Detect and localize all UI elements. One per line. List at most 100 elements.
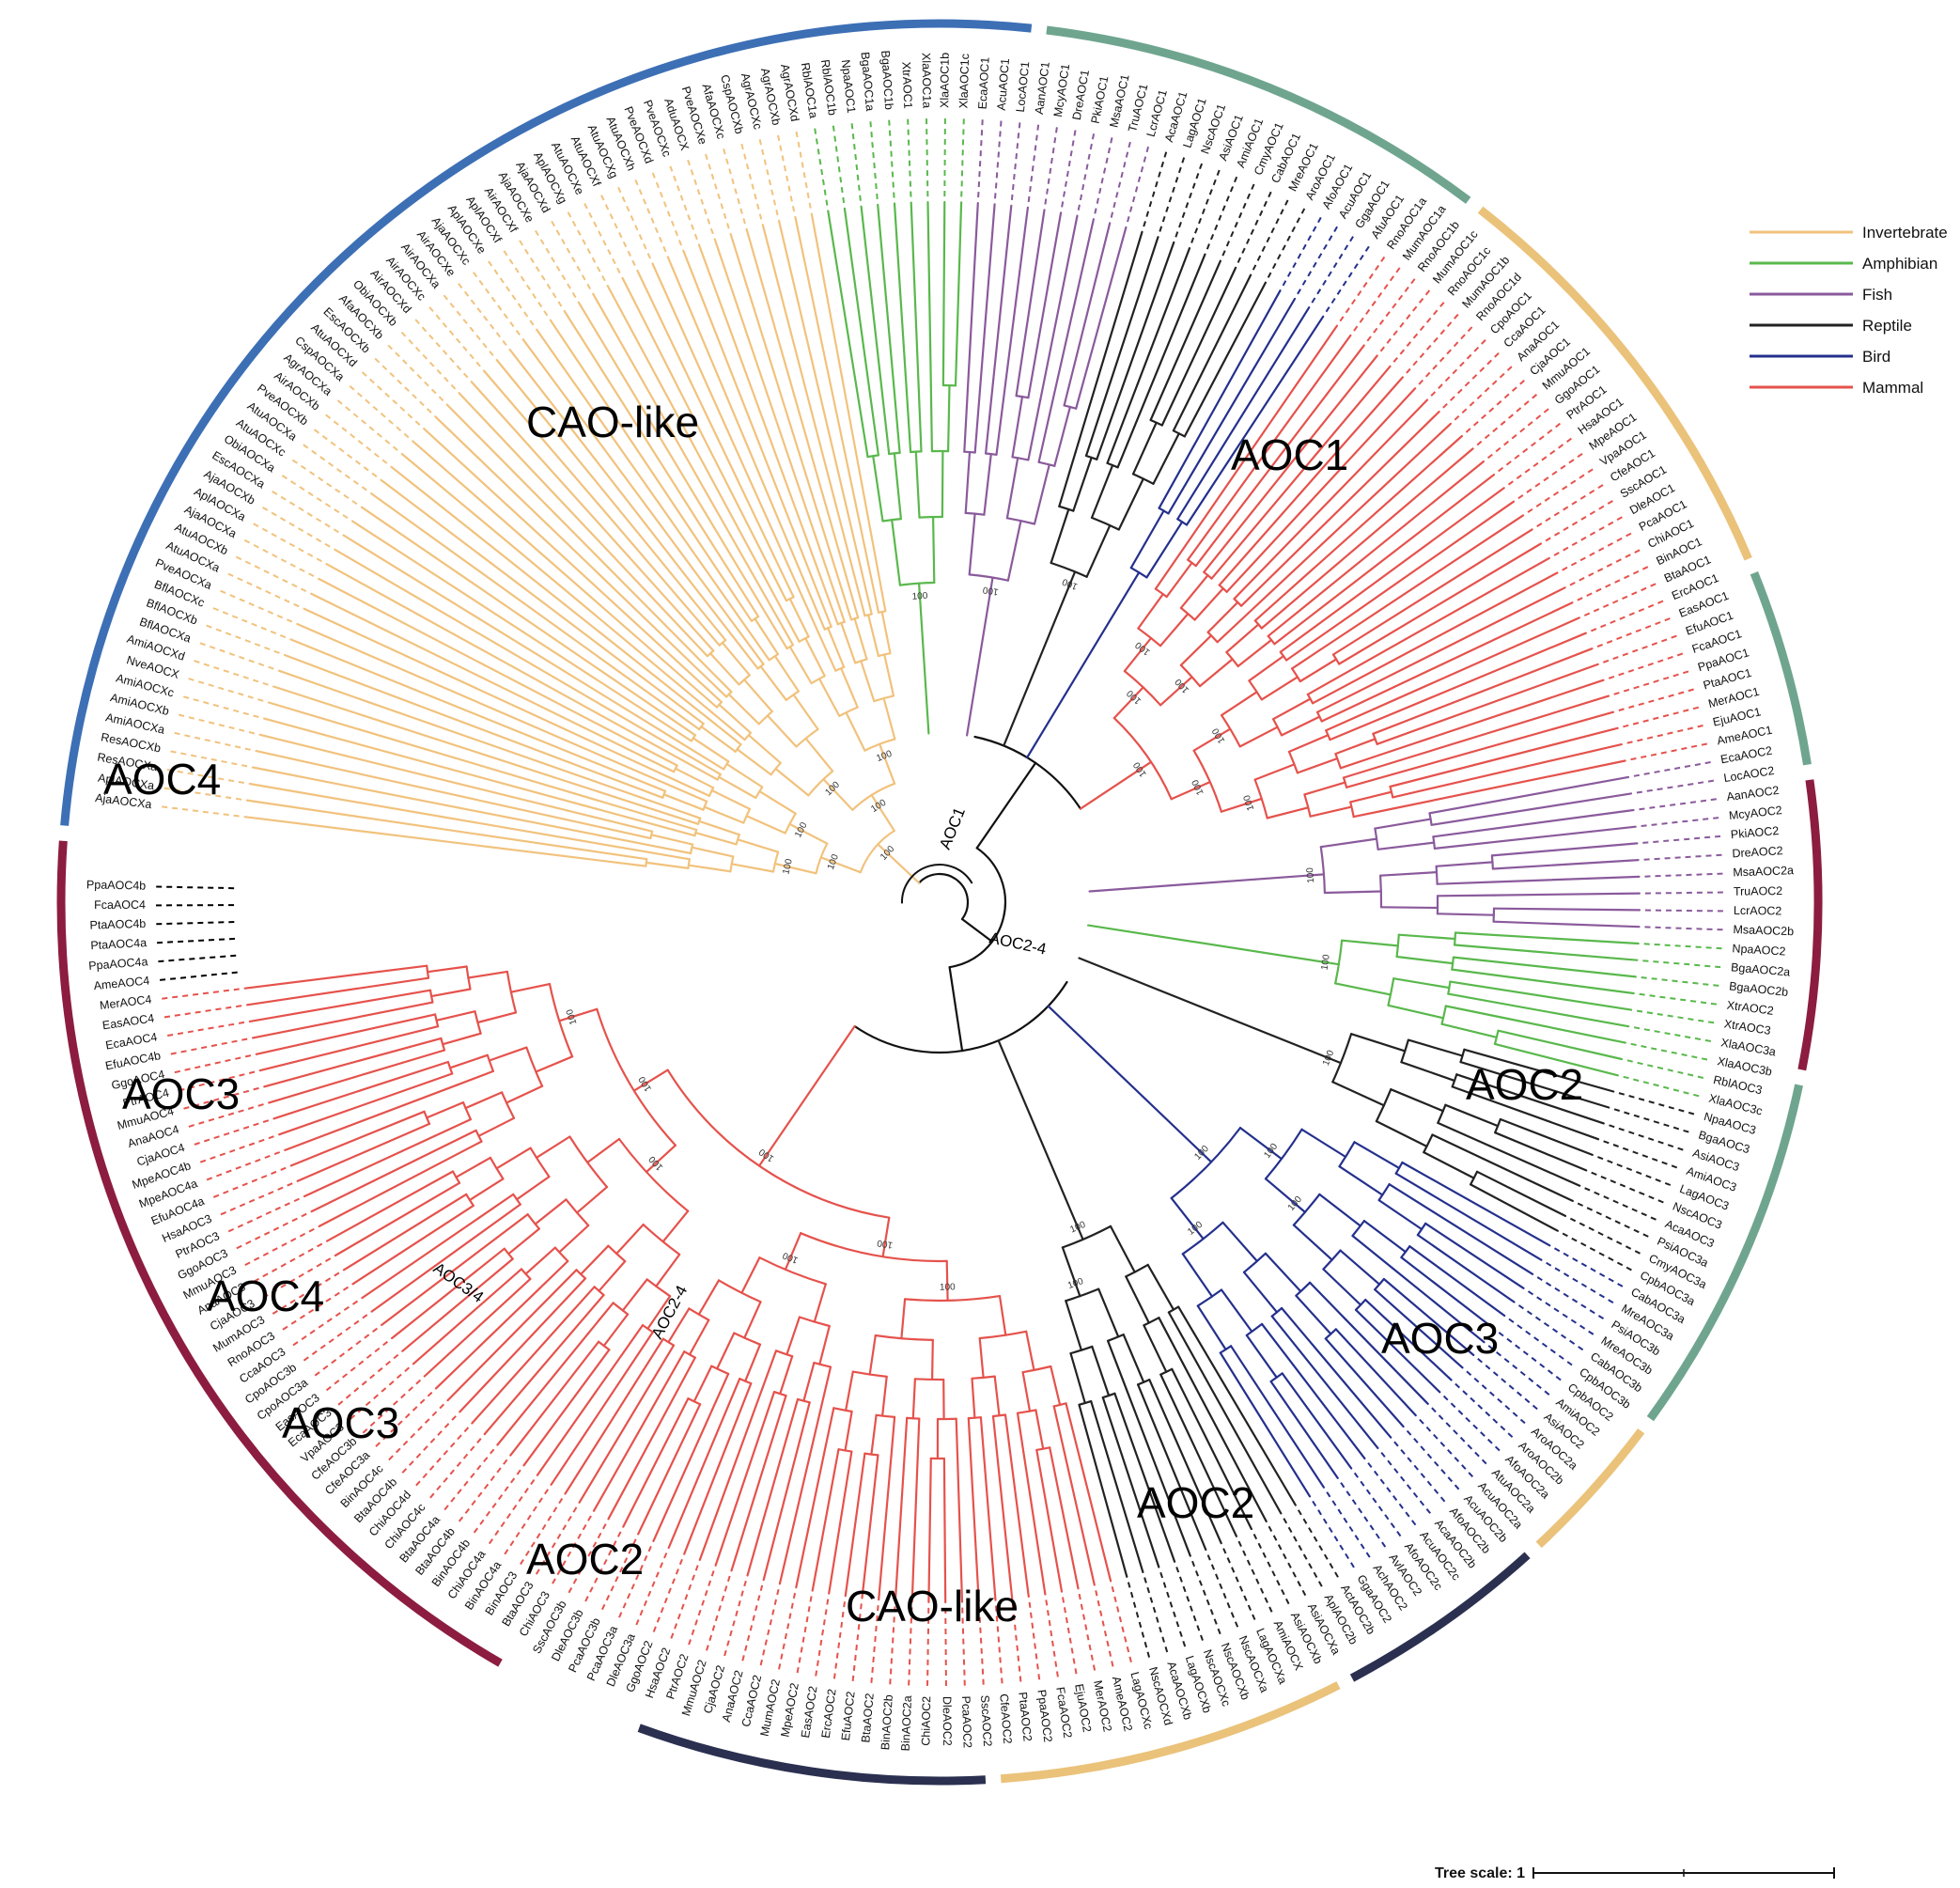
leaf-dash [557, 301, 563, 307]
tree-branch [710, 1372, 730, 1412]
leaf-dash [1684, 764, 1691, 768]
tree-branch [837, 1448, 853, 1453]
leaf-dash [1311, 297, 1316, 304]
leaf-dash [284, 1202, 290, 1207]
leaf-dash [1426, 1480, 1433, 1487]
leaf-dash [1605, 584, 1611, 588]
tree-branch [1187, 334, 1352, 561]
tree-branch [1187, 558, 1197, 568]
leaf-dash [1471, 374, 1478, 380]
leaf-label: AanAOC2 [1726, 784, 1781, 804]
leaf-dash [1213, 1618, 1218, 1625]
leaf-dash [1632, 570, 1640, 575]
leaf-dash [1697, 1075, 1704, 1079]
tree-branch [1260, 447, 1474, 630]
tree-branch [941, 200, 946, 387]
leaf-dash [1536, 1296, 1543, 1302]
leaf-dash [1400, 1448, 1406, 1455]
leaf-dash [1551, 470, 1558, 476]
leaf-dash [272, 1226, 280, 1231]
leaf-dash [1312, 1500, 1317, 1507]
tree-branch [615, 1223, 645, 1256]
leaf-dash [551, 220, 555, 227]
leaf-label: FcaAOC4 [94, 898, 146, 912]
bootstrap-label: 100 [565, 1007, 580, 1026]
leaf-dash [422, 353, 428, 360]
leaf-dash [299, 568, 305, 572]
leaf-dash [594, 1577, 599, 1584]
tree-branch [283, 653, 664, 799]
leaf-dash [1526, 488, 1532, 493]
leaf-dash [1568, 459, 1575, 464]
leaf-dash [388, 1380, 395, 1386]
leaf-dash [1494, 1445, 1501, 1452]
leaf-dash [1626, 1059, 1633, 1063]
leaf-dash [688, 1584, 692, 1591]
tree-branch [1493, 1029, 1500, 1045]
leaf-dash [429, 1492, 435, 1499]
leaf-dash [1638, 702, 1644, 707]
leaf-dash [1563, 546, 1569, 552]
leaf-dash [684, 1594, 689, 1600]
tree-branch [1003, 570, 1077, 747]
tree-branch [1339, 1249, 1381, 1286]
tree-branch [1079, 760, 1153, 810]
leaf-dash [1378, 319, 1385, 325]
tree-branch [1113, 1392, 1176, 1563]
leaf-dash [556, 1533, 562, 1539]
tree-branch [1239, 411, 1440, 607]
tree-branch [700, 725, 737, 753]
leaf-dash [1301, 279, 1307, 286]
tree-branch [860, 205, 891, 456]
leaf-dash [1123, 162, 1127, 168]
leaf-dash [1477, 1357, 1483, 1364]
leaf-dash [1066, 1627, 1070, 1634]
tree-branch [1022, 1451, 1047, 1596]
leaf-dash [208, 683, 214, 688]
leaf-dash [1342, 280, 1347, 287]
leaf-dash [694, 1565, 699, 1571]
leaf-label: PkiAOC1 [1089, 75, 1112, 125]
tree-branch [252, 1001, 434, 1039]
leaf-dash [1439, 1442, 1446, 1447]
leaf-dash [1664, 1032, 1671, 1036]
leaf-dash [1313, 1571, 1318, 1578]
tree-branch [893, 452, 903, 521]
leaf-dash [361, 371, 367, 377]
leaf-dash [1470, 1396, 1476, 1403]
tree-branch [866, 614, 880, 658]
tree-branch [1299, 658, 1338, 683]
tree-branch [1266, 806, 1310, 819]
tree-branch [426, 1100, 465, 1119]
leaf-dash [226, 796, 232, 800]
leaf-dash [1399, 321, 1405, 328]
tree-branch [688, 1307, 710, 1321]
leaf-dash [179, 1088, 185, 1092]
leaf-dash [160, 978, 166, 981]
leaf-dash [1467, 326, 1473, 333]
leaf-dash [499, 277, 505, 284]
leaf-dash [194, 1066, 201, 1069]
tree-branch [844, 1410, 853, 1452]
leaf-dash [1648, 1195, 1655, 1200]
leaf-dash [1317, 1509, 1322, 1516]
leaf-dash [587, 1551, 592, 1557]
leaf-dash [1067, 160, 1071, 167]
tree-branch [645, 861, 690, 870]
leaf-dash [362, 1314, 368, 1319]
leaf-dash [1536, 1276, 1543, 1282]
leaf-dash [276, 614, 284, 619]
tree-branch [788, 822, 829, 845]
leaf-dash [691, 1629, 695, 1636]
leaf-dash [1618, 672, 1625, 677]
leaf-dash [1595, 587, 1602, 593]
leaf-dash [471, 1500, 476, 1506]
leaf-dash [1212, 179, 1217, 186]
leaf-dash [1570, 479, 1577, 485]
leaf-dash [218, 686, 225, 691]
leaf-dash [1579, 1324, 1586, 1330]
leaf-dash [307, 492, 314, 497]
leaf-dash [1590, 1267, 1596, 1272]
leaf-dash [1189, 192, 1192, 199]
leaf-dash [1030, 1612, 1033, 1618]
